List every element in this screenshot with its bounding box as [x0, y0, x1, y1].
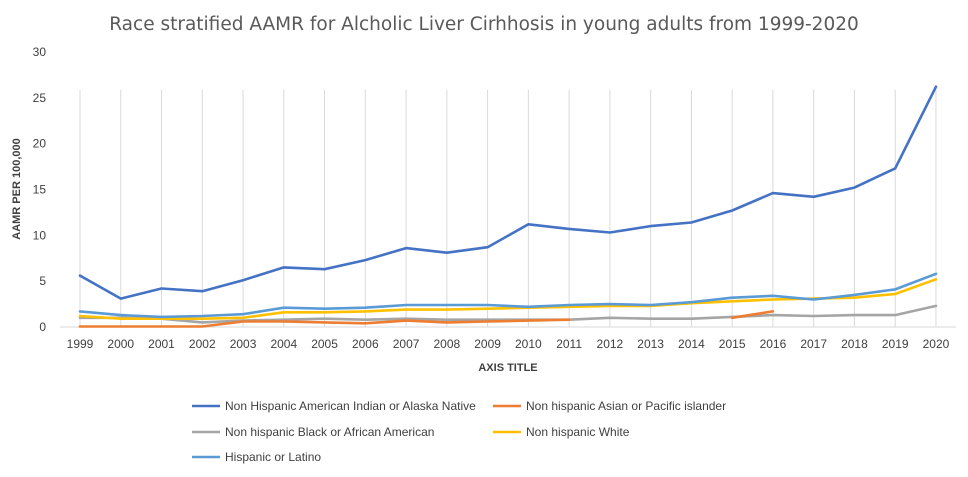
x-tick-label: 2000	[107, 337, 134, 351]
series-line	[78, 272, 938, 319]
series-line	[78, 85, 938, 300]
legend-label: Hispanic or Latino	[225, 450, 321, 464]
series-line	[730, 310, 775, 320]
x-tick-label: 2004	[270, 337, 297, 351]
x-tick-label: 2006	[352, 337, 379, 351]
legend-label: Non hispanic Black or African American	[225, 425, 434, 439]
y-tick-label: 15	[33, 182, 47, 196]
legend-label: Non Hispanic American Indian or Alaska N…	[225, 399, 476, 413]
x-tick-label: 2010	[515, 337, 542, 351]
chart-title: Race stratified AAMR for Alcholic Liver …	[109, 14, 859, 35]
legend: Non Hispanic American Indian or Alaska N…	[192, 399, 726, 464]
x-tick-label: 2015	[719, 337, 746, 351]
x-tick-label: 2017	[800, 337, 827, 351]
x-tick-label: 2009	[474, 337, 501, 351]
x-tick-label: 2008	[433, 337, 460, 351]
x-tick-label: 2018	[841, 337, 868, 351]
series-line	[78, 318, 571, 328]
x-tick-label: 2005	[311, 337, 338, 351]
gridlines	[79, 89, 937, 327]
x-tick-label: 1999	[67, 337, 94, 351]
x-tick-label: 2019	[882, 337, 909, 351]
axes: 0 5 10 15 20 25 30 1999 2000 2001 2002 2003 2004 2005…	[33, 45, 956, 351]
y-tick-label: 0	[39, 320, 46, 334]
series-line	[78, 277, 938, 321]
series-line	[78, 304, 938, 324]
x-tick-label: 2013	[637, 337, 664, 351]
legend-label: Non hispanic White	[526, 425, 630, 439]
x-tick-label: 2016	[760, 337, 787, 351]
y-axis-title: AAMR PER 100,000	[11, 138, 23, 240]
x-tick-label: 2020	[923, 337, 950, 351]
x-tick-label: 2007	[393, 337, 420, 351]
series-lines	[78, 85, 938, 328]
x-tick-label: 2011	[556, 337, 582, 351]
y-tick-label: 5	[39, 274, 46, 288]
y-tick-label: 20	[33, 137, 47, 151]
legend-label: Non hispanic Asian or Pacific islander	[526, 399, 726, 413]
x-tick-label: 2002	[189, 337, 216, 351]
x-tick-label: 2014	[678, 337, 705, 351]
y-tick-label: 10	[33, 228, 47, 242]
y-tick-label: 25	[33, 91, 47, 105]
x-tick-label: 2012	[597, 337, 624, 351]
x-axis-title: AXIS TITLE	[478, 362, 537, 374]
y-tick-label: 30	[33, 45, 47, 59]
x-tick-label: 2001	[148, 337, 175, 351]
x-tick-label: 2003	[230, 337, 257, 351]
